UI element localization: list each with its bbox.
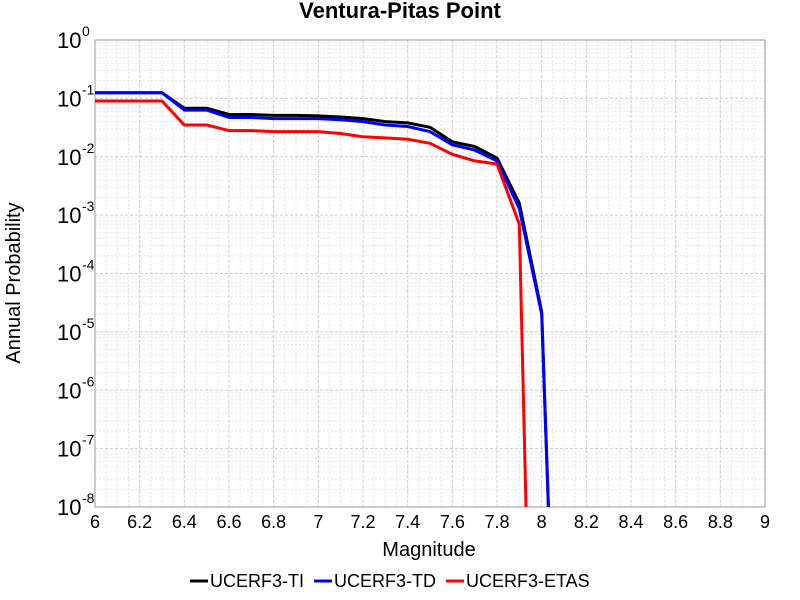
x-tick-label: 8.4 (618, 512, 643, 532)
x-tick-label: 8 (537, 512, 547, 532)
x-tick-label: 8.8 (708, 512, 733, 532)
x-tick-label: 8.6 (663, 512, 688, 532)
y-tick-exponent: -7 (82, 432, 95, 448)
x-tick-label: 6.6 (216, 512, 241, 532)
y-tick-label: 10 -8 (57, 490, 95, 520)
legend-label: UCERF3-ETAS (466, 571, 590, 591)
y-tick-exponent: -8 (82, 490, 95, 506)
series-line-ucerf3-etas (95, 99, 528, 508)
y-axis-label: Annual Probability (3, 202, 25, 363)
x-tick-label: 7.8 (484, 512, 509, 532)
y-tick-base: 10 (57, 262, 81, 287)
x-tick-label: 6 (90, 512, 100, 532)
legend-item-ucerf3-ti: UCERF3-TI (190, 571, 304, 591)
x-tick-label: 8.2 (574, 512, 599, 532)
x-tick-label: 9 (760, 512, 770, 532)
y-tick-label: 10 -7 (57, 432, 95, 462)
x-tick-label: 7.6 (440, 512, 465, 532)
plot-frame (94, 39, 766, 508)
y-tick-base: 10 (57, 320, 81, 345)
y-tick-base: 10 (57, 86, 81, 111)
x-tick-label: 7 (313, 512, 323, 532)
x-tick-labels: 6 6.2 6.4 6.6 6.8 7 7.2 7.4 7.6 7.8 8 8.2 8.4 8.6 8.8 9 (90, 512, 770, 532)
legend-item-ucerf3-td: UCERF3-TD (314, 571, 436, 591)
y-tick-base: 10 (57, 437, 81, 462)
y-tick-label: 10 -1 (57, 81, 95, 111)
x-tick-label: 6.4 (172, 512, 197, 532)
y-tick-exponent: -3 (82, 198, 95, 214)
y-tick-exponent: -5 (82, 315, 95, 331)
legend-item-ucerf3-etas: UCERF3-ETAS (446, 571, 590, 591)
x-tick-label: 7.4 (395, 512, 420, 532)
series-line-ucerf3-td (95, 91, 550, 508)
legend-label: UCERF3-TI (210, 571, 304, 591)
y-tick-label: 10 -6 (57, 373, 95, 403)
y-tick-label: 10 -5 (57, 315, 95, 345)
y-tick-base: 10 (57, 495, 81, 520)
chart-title: Ventura-Pitas Point (299, 0, 501, 23)
legend: UCERF3-TI UCERF3-TD UCERF3-ETAS (190, 571, 590, 591)
series-lines (95, 91, 550, 508)
legend-label: UCERF3-TD (334, 571, 436, 591)
y-tick-label: 10 0 (57, 23, 90, 53)
y-tick-exponent: -4 (82, 257, 95, 273)
y-tick-base: 10 (57, 28, 81, 53)
x-tick-label: 6.8 (261, 512, 286, 532)
y-tick-label: 10 -3 (57, 198, 95, 228)
y-tick-exponent: -6 (82, 373, 95, 389)
x-tick-label: 6.2 (127, 512, 152, 532)
y-tick-base: 10 (57, 203, 81, 228)
y-tick-exponent: -1 (82, 81, 95, 97)
y-tick-base: 10 (57, 145, 81, 170)
x-axis-label: Magnitude (382, 539, 475, 561)
x-tick-label: 7.2 (350, 512, 375, 532)
y-tick-base: 10 (57, 378, 81, 403)
y-tick-exponent: 0 (82, 23, 90, 39)
grid-lines (94, 39, 766, 508)
y-tick-exponent: -2 (82, 140, 95, 156)
y-tick-label: 10 -4 (57, 257, 95, 287)
y-tick-label: 10 -2 (57, 140, 95, 170)
